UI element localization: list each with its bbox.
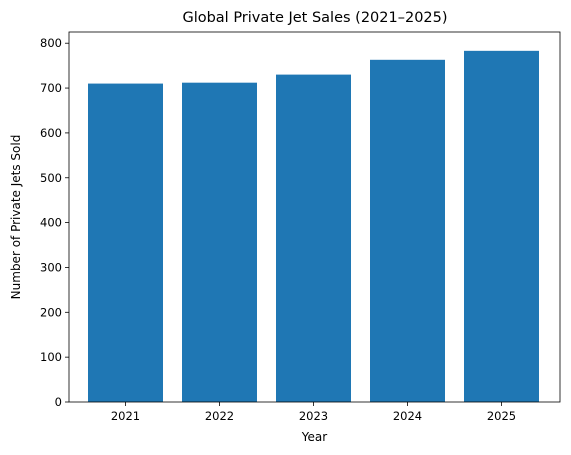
- y-tick-label: 200: [40, 305, 62, 319]
- bar-2022: [182, 82, 257, 403]
- y-tick-label: 600: [40, 126, 62, 140]
- y-tick-label: 300: [40, 260, 62, 274]
- y-axis-label: Number of Private Jets Sold: [9, 135, 23, 300]
- x-tick-label: 2023: [299, 409, 328, 423]
- y-tick-label: 700: [40, 81, 62, 95]
- plot-frame: [68, 31, 561, 403]
- bar-2024: [370, 59, 445, 402]
- y-tick-label: 500: [40, 171, 62, 185]
- x-tick-label: 2021: [111, 409, 140, 423]
- bar-2021: [88, 83, 163, 403]
- y-tick-label: 400: [40, 216, 62, 230]
- x-tick-label: 2024: [393, 409, 422, 423]
- chart-title: Global Private Jet Sales (2021–2025): [182, 10, 447, 26]
- x-tick-label: 2022: [205, 409, 234, 423]
- y-axis-ticks: 0 100 200 300 400 500 600 700 800: [40, 36, 69, 409]
- x-axis-ticks: 2021 2022 2023 2024 2025: [111, 402, 516, 423]
- bar-2023: [276, 74, 351, 402]
- y-tick-label: 100: [40, 350, 62, 364]
- y-tick-label: 800: [40, 36, 62, 50]
- x-axis-label: Year: [301, 430, 327, 444]
- y-tick-label: 0: [55, 395, 62, 409]
- bar-2025: [464, 50, 539, 402]
- x-tick-label: 2025: [487, 409, 516, 423]
- bars-group: [88, 50, 539, 403]
